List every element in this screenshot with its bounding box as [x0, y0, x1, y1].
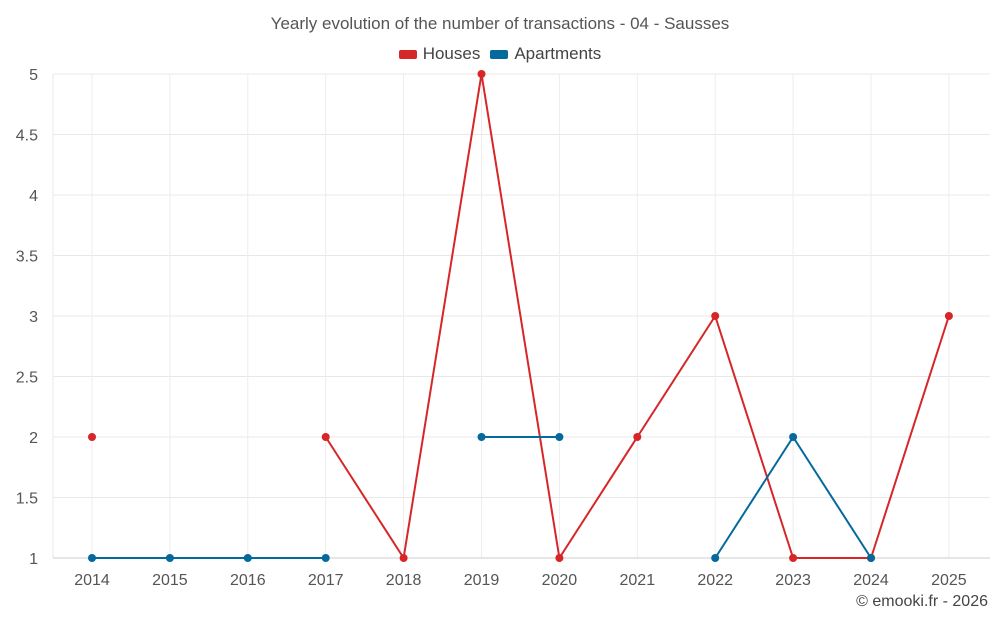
- series-line-houses: [402, 73, 483, 559]
- x-tick-label: 2025: [931, 572, 967, 589]
- data-point-apartments: [88, 554, 96, 562]
- y-tick-label: 5: [29, 67, 38, 84]
- data-point-houses: [633, 433, 642, 441]
- series-line-houses: [558, 436, 639, 559]
- x-tick-label: 2021: [620, 572, 656, 589]
- legend-swatch-houses: [398, 49, 417, 59]
- x-tick-label: 2020: [542, 572, 578, 589]
- data-point-houses: [88, 433, 96, 441]
- data-point-apartments: [555, 433, 564, 441]
- y-tick-label: 1.5: [16, 491, 38, 508]
- data-point-houses: [321, 433, 330, 441]
- data-point-apartments: [165, 554, 174, 562]
- x-tick-label: 2017: [308, 572, 344, 589]
- data-point-houses: [789, 554, 798, 562]
- x-tick-label: 2014: [74, 572, 110, 589]
- data-point-houses: [399, 554, 408, 562]
- data-point-houses: [944, 312, 953, 320]
- x-tick-label: 2023: [775, 572, 811, 589]
- y-tick-label: 4: [29, 188, 38, 205]
- data-point-houses: [477, 70, 486, 78]
- x-tick-label: 2016: [230, 572, 266, 589]
- y-tick-label: 3.5: [16, 249, 38, 266]
- x-tick-label: 2022: [697, 572, 733, 589]
- data-point-houses: [555, 554, 564, 562]
- series-line-houses: [636, 315, 717, 438]
- legend-item-apartments[interactable]: Apartments: [490, 44, 601, 64]
- data-point-houses: [711, 312, 720, 320]
- series-line-houses: [480, 73, 561, 559]
- x-tick-label: 2015: [152, 572, 188, 589]
- x-tick-label: 2024: [853, 572, 889, 589]
- data-point-apartments: [867, 554, 875, 562]
- series-line-apartments: [714, 436, 795, 559]
- x-tick-label: 2018: [386, 572, 422, 589]
- legend-swatch-apartments: [490, 49, 509, 59]
- series-line-apartments: [792, 436, 872, 559]
- data-point-apartments: [711, 554, 720, 562]
- data-point-apartments: [243, 554, 252, 562]
- y-tick-label: 3: [29, 309, 38, 326]
- credit-text: © emooki.fr - 2026: [856, 593, 988, 610]
- legend-label-apartments: Apartments: [514, 44, 602, 63]
- y-tick-label: 2.5: [16, 370, 38, 387]
- y-tick-label: 4.5: [16, 128, 38, 145]
- chart-legend: Houses Apartments: [0, 44, 1000, 64]
- legend-item-houses[interactable]: Houses: [398, 44, 481, 64]
- data-point-apartments: [477, 433, 486, 441]
- series-line-houses: [324, 436, 405, 559]
- series-line-houses: [870, 315, 950, 559]
- data-point-apartments: [789, 433, 798, 441]
- y-tick-label: 1: [29, 551, 38, 568]
- x-tick-label: 2019: [464, 572, 500, 589]
- chart-title: Yearly evolution of the number of transa…: [270, 14, 730, 33]
- y-tick-label: 2: [29, 430, 38, 447]
- data-point-apartments: [321, 554, 330, 562]
- legend-label-houses: Houses: [422, 44, 481, 63]
- series-line-houses: [714, 315, 795, 559]
